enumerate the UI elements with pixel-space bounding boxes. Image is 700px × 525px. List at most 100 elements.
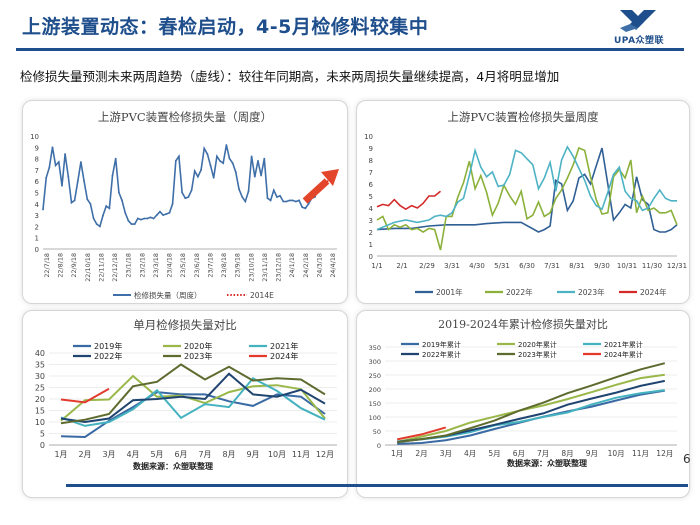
y-tick-label: 35 bbox=[35, 361, 45, 370]
x-tick-label: 23/5/18 bbox=[179, 253, 187, 278]
x-tick-label: 2/1 bbox=[396, 262, 407, 270]
y-tick-label: 150 bbox=[369, 400, 381, 408]
legend-label: 2024年 bbox=[640, 287, 667, 297]
legend-label: 2022年累计 bbox=[422, 350, 461, 359]
data-point bbox=[285, 200, 288, 203]
data-point bbox=[146, 217, 149, 220]
data-point bbox=[54, 164, 57, 167]
data-point bbox=[108, 207, 111, 210]
data-point bbox=[99, 225, 101, 228]
data-point bbox=[130, 223, 133, 226]
x-tick-label: 1月 bbox=[391, 449, 403, 458]
series-line-2021年 bbox=[60, 377, 326, 427]
chart-monthly-loss: 单月检修损失量对比 0 5 10 15 20 25 30 35 40 1月 2月 3月 4月 5月 6月 7月 8… bbox=[35, 318, 337, 471]
y-tick-label: 1 bbox=[369, 241, 373, 249]
x-tick-label: 10/31 bbox=[617, 262, 637, 270]
data-point bbox=[159, 210, 161, 213]
y-tick-label: 0 bbox=[40, 441, 45, 450]
series-line-2022年 bbox=[376, 146, 678, 251]
data-point bbox=[282, 200, 285, 203]
data-point bbox=[209, 164, 212, 167]
y-tick-label: 10 bbox=[30, 133, 39, 141]
legend-label: 2022年 bbox=[506, 287, 533, 297]
data-point bbox=[238, 188, 240, 191]
x-tick-label: 2/29 bbox=[419, 262, 435, 270]
y-tick-label: 8 bbox=[369, 157, 373, 165]
data-point bbox=[288, 199, 291, 202]
y-tick-label: 0 bbox=[369, 253, 373, 261]
x-tick-label: 5月 bbox=[150, 450, 163, 459]
x-tick-label: 23/8/18 bbox=[220, 253, 228, 278]
chart-panel-cumulative-loss: 2019-2024年累计检修损失量对比 0 50 100 150 200 250 300 350… bbox=[356, 310, 690, 498]
data-point bbox=[295, 200, 297, 203]
x-tick-label: 23/1/18 bbox=[125, 253, 133, 278]
x-tick-label: 23/6/18 bbox=[193, 253, 201, 278]
x-tick-label: 4月 bbox=[126, 450, 139, 459]
x-tick-label: 22/8/18 bbox=[57, 253, 65, 278]
data-point bbox=[133, 223, 136, 226]
x-tick-label: 6月 bbox=[174, 450, 187, 459]
legend-label: 2014E bbox=[250, 291, 274, 300]
y-tick-label: 4 bbox=[369, 205, 374, 213]
x-tick-label: 23/9/18 bbox=[234, 253, 242, 278]
x-tick-label: 22/9/18 bbox=[70, 253, 78, 278]
data-point bbox=[42, 208, 44, 211]
data-point bbox=[307, 202, 310, 205]
series-line-2020年累计 bbox=[396, 373, 665, 443]
chart-weekly-loss: 上游PVC装置检修损失量（周度） 0 1 2 3 4 5 6 7 8 9 10 22/7/18 22/8/… bbox=[30, 110, 339, 300]
data-point bbox=[184, 197, 187, 200]
chart-title: 单月检修损失量对比 bbox=[133, 318, 237, 332]
legend-label: 2023年 bbox=[578, 287, 605, 297]
x-tick-label: 9月 bbox=[246, 450, 259, 459]
chart-panel-weekly-by-year: 上游PVC装置检修损失量周度 0 1 2 3 4 5 6 7 8 9 10 1/1 2/1 2/29 3/31… bbox=[356, 100, 690, 304]
data-point bbox=[215, 155, 218, 158]
data-point bbox=[304, 207, 307, 210]
y-tick-label: 7 bbox=[35, 167, 39, 175]
data-point bbox=[124, 211, 127, 214]
x-tick-label: 24/1/18 bbox=[288, 253, 296, 278]
data-point bbox=[276, 196, 278, 198]
data-point bbox=[171, 202, 174, 205]
x-tick-label: 24/4/18 bbox=[329, 253, 337, 278]
y-tick-label: 20 bbox=[35, 395, 45, 404]
data-point bbox=[102, 214, 104, 216]
data-point bbox=[80, 161, 82, 163]
data-point bbox=[127, 219, 130, 222]
y-tick-label: 4 bbox=[35, 201, 40, 209]
legend-label: 2023年累计 bbox=[518, 350, 557, 359]
y-tick-label: 350 bbox=[369, 344, 381, 352]
data-point bbox=[83, 180, 85, 183]
x-tick-label: 24/2/18 bbox=[302, 253, 310, 278]
chart-weekly-by-year: 上游PVC装置检修损失量周度 0 1 2 3 4 5 6 7 8 9 10 1/1 2/1 2/29 3/31… bbox=[364, 110, 687, 297]
y-tick-label: 30 bbox=[35, 372, 45, 381]
y-tick-label: 100 bbox=[369, 414, 381, 422]
chart-title: 上游PVC装置检修损失量（周度） bbox=[98, 110, 272, 124]
data-point bbox=[231, 162, 234, 165]
data-point bbox=[253, 175, 256, 178]
x-tick-label: 23/12/18 bbox=[275, 253, 283, 282]
trend-arrow-head-icon bbox=[321, 169, 339, 186]
slide-title: 上游装置动态：春检启动，4-5月检修料较集中 bbox=[22, 16, 429, 38]
x-tick-label: 7月 bbox=[198, 450, 211, 459]
data-point bbox=[206, 153, 209, 155]
data-point bbox=[70, 201, 73, 204]
x-tick-label: 3/31 bbox=[444, 262, 460, 270]
data-point bbox=[178, 155, 180, 158]
data-point bbox=[95, 223, 98, 226]
x-tick-label: 12/31 bbox=[667, 262, 687, 270]
x-tick-label: 23/10/18 bbox=[247, 253, 255, 282]
x-tick-label: 5月 bbox=[488, 449, 500, 458]
data-point bbox=[64, 153, 67, 155]
data-point bbox=[61, 184, 63, 187]
legend-label: 2001年 bbox=[436, 287, 463, 297]
data-point bbox=[190, 189, 193, 192]
slide-subtitle: 检修损失量预测未来两周趋势（虚线）：较往年同期高，未来两周损失量继续提高，4月将… bbox=[20, 69, 560, 84]
legend-label: 2023年 bbox=[184, 351, 212, 361]
y-tick-label: 6 bbox=[369, 181, 374, 189]
data-point bbox=[174, 159, 177, 162]
data-point bbox=[89, 202, 92, 205]
data-point bbox=[51, 146, 54, 149]
series-line-2022年 bbox=[60, 372, 326, 424]
chart-panel-monthly-loss: 单月检修损失量对比 0 5 10 15 20 25 30 35 40 1月 2月 3月 4月 5月 6月 7月 8… bbox=[22, 310, 348, 498]
data-point bbox=[197, 175, 199, 178]
